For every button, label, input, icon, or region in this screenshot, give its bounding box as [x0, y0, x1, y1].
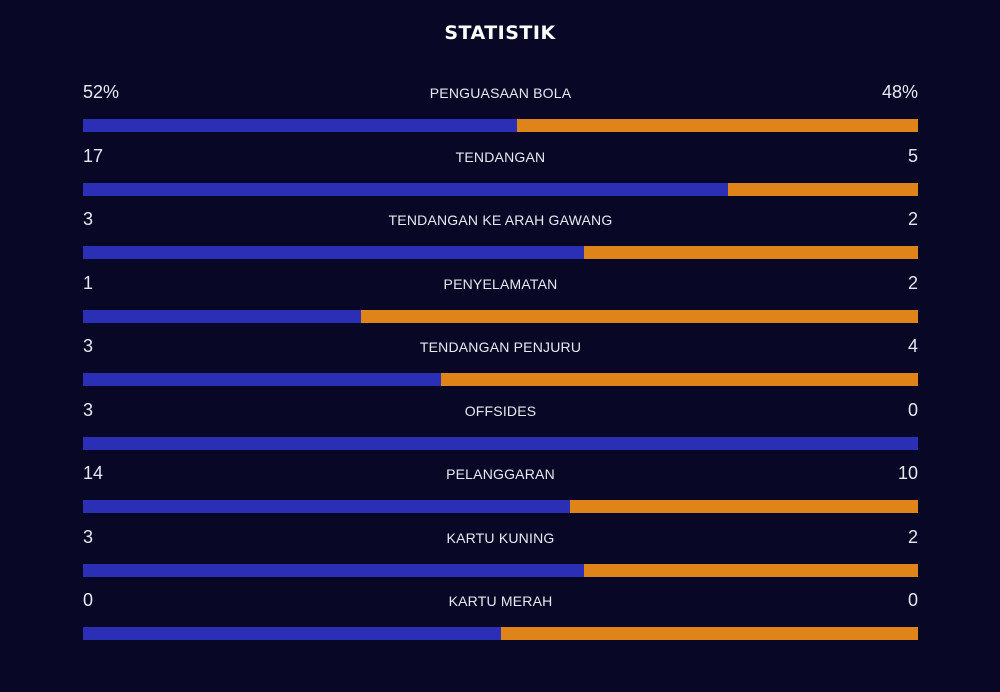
page-title: STATISTIK: [444, 22, 556, 44]
stat-row-corners: 3 TENDANGAN PENJURU 4: [83, 334, 918, 398]
home-value: 3: [83, 526, 94, 547]
stat-row-red-cards: 0 KARTU MERAH 0: [83, 588, 918, 652]
away-bar-segment: [728, 182, 918, 196]
away-bar-segment: [517, 119, 918, 132]
away-bar-segment: [441, 373, 918, 386]
home-bar-segment: [83, 627, 501, 640]
away-value: 2: [907, 209, 918, 229]
home-value: 52%: [83, 82, 120, 102]
away-value: 10: [897, 463, 918, 483]
home-value: 1: [83, 272, 94, 293]
home-bar-segment: [83, 309, 362, 323]
stat-bar: [83, 500, 918, 513]
home-bar-segment: [83, 500, 570, 513]
stat-bar: [83, 309, 918, 323]
stat-row-fouls: 14 PELANGGARAN 10: [83, 461, 918, 525]
away-value: 5: [907, 145, 918, 166]
home-value: 3: [83, 209, 94, 229]
stat-label: TENDANGAN PENJURU: [419, 339, 582, 355]
stat-label: KARTU KUNING: [446, 529, 555, 546]
stat-row-shots: 17 TENDANGAN 5: [83, 144, 918, 208]
stat-row-offsides: 3 OFFSIDES 0: [83, 398, 918, 462]
stat-bar: [83, 182, 918, 196]
away-value: 2: [907, 272, 918, 293]
away-value: 48%: [881, 82, 918, 102]
home-bar-segment: [83, 563, 584, 577]
stat-label: PELANGGARAN: [446, 466, 555, 482]
stat-label: PENGUASAAN BOLA: [429, 85, 572, 101]
stat-row-shots-on-target: 3 TENDANGAN KE ARAH GAWANG 2: [83, 207, 918, 271]
home-bar-segment: [83, 119, 518, 132]
home-value: 17: [83, 145, 104, 166]
stat-label: TENDANGAN: [455, 148, 546, 165]
stat-bar: [83, 373, 918, 386]
stat-bar: [83, 246, 918, 259]
stat-bar: [83, 563, 918, 577]
away-bar-segment: [584, 246, 918, 259]
stat-row-saves: 1 PENYELAMATAN 2: [83, 271, 918, 335]
home-value: 14: [83, 463, 104, 483]
home-bar-segment: [83, 436, 918, 450]
away-bar-segment: [361, 309, 918, 323]
stat-bar: [83, 436, 918, 450]
away-bar-segment: [584, 563, 918, 577]
away-value: 4: [907, 336, 918, 356]
home-bar-segment: [83, 373, 442, 386]
stats-list: 52% PENGUASAAN BOLA 48% 17 TENDANGAN 5 3…: [83, 80, 918, 652]
stat-row-yellow-cards: 3 KARTU KUNING 2: [83, 525, 918, 589]
stat-label: PENYELAMATAN: [443, 275, 558, 292]
home-bar-segment: [83, 246, 584, 259]
home-value: 0: [83, 590, 94, 610]
away-bar-segment: [569, 500, 918, 513]
away-value: 0: [907, 590, 918, 610]
home-value: 3: [83, 399, 94, 420]
stat-label: OFFSIDES: [464, 402, 537, 419]
away-value: 0: [907, 399, 918, 420]
stat-row-possession: 52% PENGUASAAN BOLA 48%: [83, 80, 918, 144]
away-bar-segment: [500, 627, 918, 640]
stat-bar: [83, 119, 918, 132]
away-value: 2: [907, 526, 918, 547]
stat-label: TENDANGAN KE ARAH GAWANG: [388, 212, 613, 228]
stat-label: KARTU MERAH: [448, 593, 553, 609]
home-value: 3: [83, 336, 94, 356]
stat-bar: [83, 627, 918, 640]
home-bar-segment: [83, 182, 729, 196]
